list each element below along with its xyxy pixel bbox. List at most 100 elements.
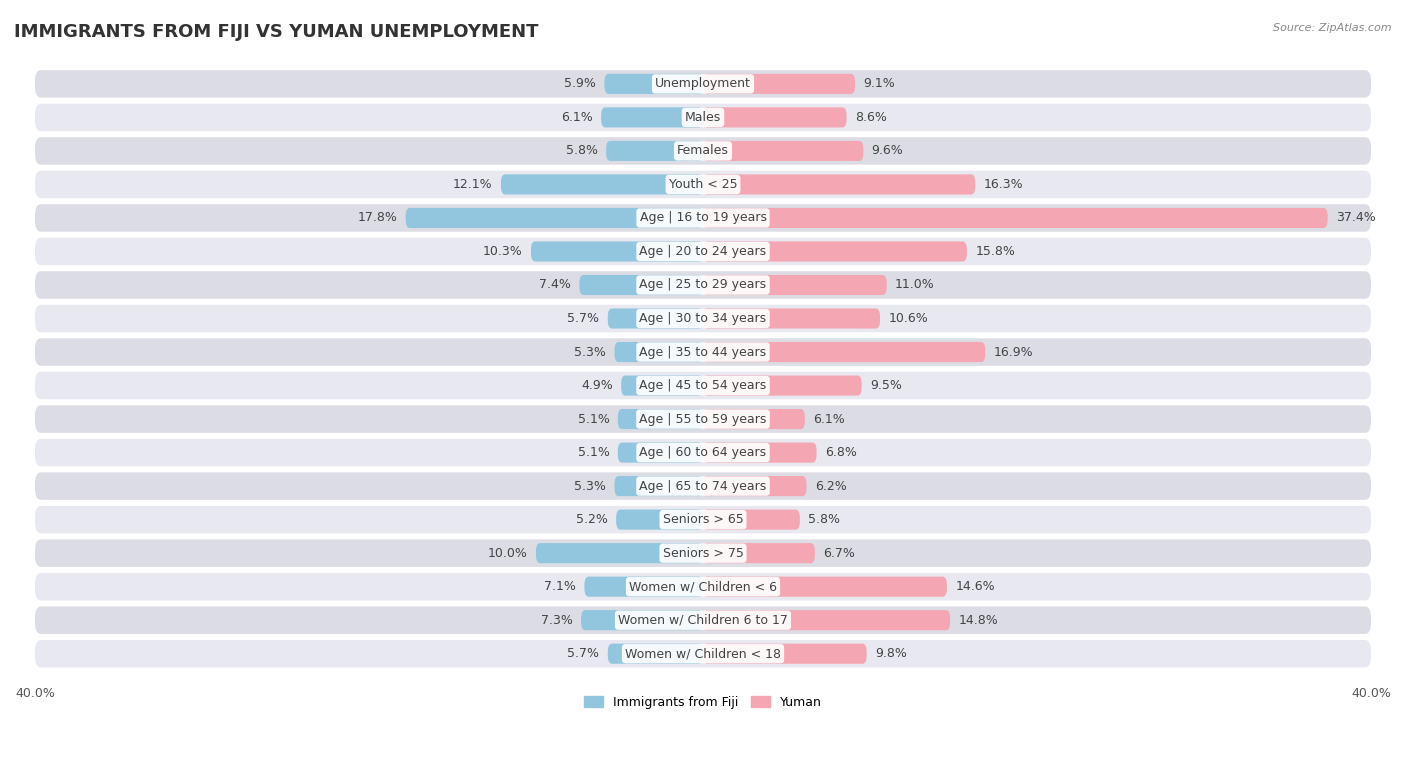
FancyBboxPatch shape <box>617 409 703 429</box>
Text: 5.7%: 5.7% <box>568 312 599 325</box>
Legend: Immigrants from Fiji, Yuman: Immigrants from Fiji, Yuman <box>579 691 827 714</box>
Text: 12.1%: 12.1% <box>453 178 492 191</box>
FancyBboxPatch shape <box>602 107 703 127</box>
Text: Seniors > 75: Seniors > 75 <box>662 547 744 559</box>
FancyBboxPatch shape <box>703 610 950 631</box>
Text: 5.8%: 5.8% <box>565 145 598 157</box>
FancyBboxPatch shape <box>703 107 846 127</box>
FancyBboxPatch shape <box>35 573 1371 600</box>
FancyBboxPatch shape <box>579 275 703 295</box>
FancyBboxPatch shape <box>35 540 1371 567</box>
FancyBboxPatch shape <box>35 305 1371 332</box>
Text: 6.1%: 6.1% <box>561 111 593 124</box>
Text: 5.3%: 5.3% <box>574 345 606 359</box>
FancyBboxPatch shape <box>703 509 800 530</box>
FancyBboxPatch shape <box>585 577 703 597</box>
FancyBboxPatch shape <box>35 104 1371 131</box>
FancyBboxPatch shape <box>703 443 817 463</box>
FancyBboxPatch shape <box>35 170 1371 198</box>
Text: 9.6%: 9.6% <box>872 145 904 157</box>
Text: Age | 25 to 29 years: Age | 25 to 29 years <box>640 279 766 291</box>
Text: Age | 30 to 34 years: Age | 30 to 34 years <box>640 312 766 325</box>
FancyBboxPatch shape <box>35 204 1371 232</box>
FancyBboxPatch shape <box>703 74 855 94</box>
FancyBboxPatch shape <box>703 375 862 396</box>
FancyBboxPatch shape <box>35 372 1371 399</box>
Text: 5.9%: 5.9% <box>564 77 596 90</box>
FancyBboxPatch shape <box>703 208 1327 228</box>
FancyBboxPatch shape <box>35 439 1371 466</box>
Text: Seniors > 65: Seniors > 65 <box>662 513 744 526</box>
FancyBboxPatch shape <box>614 342 703 362</box>
Text: Age | 55 to 59 years: Age | 55 to 59 years <box>640 413 766 425</box>
Text: 10.6%: 10.6% <box>889 312 928 325</box>
FancyBboxPatch shape <box>35 238 1371 265</box>
FancyBboxPatch shape <box>703 275 887 295</box>
Text: 7.4%: 7.4% <box>538 279 571 291</box>
FancyBboxPatch shape <box>501 174 703 195</box>
FancyBboxPatch shape <box>605 74 703 94</box>
FancyBboxPatch shape <box>617 443 703 463</box>
Text: 5.2%: 5.2% <box>576 513 607 526</box>
Text: 17.8%: 17.8% <box>357 211 398 225</box>
Text: Males: Males <box>685 111 721 124</box>
FancyBboxPatch shape <box>607 643 703 664</box>
Text: 14.6%: 14.6% <box>955 580 995 593</box>
FancyBboxPatch shape <box>35 472 1371 500</box>
FancyBboxPatch shape <box>621 375 703 396</box>
Text: Women w/ Children 6 to 17: Women w/ Children 6 to 17 <box>619 614 787 627</box>
Text: 37.4%: 37.4% <box>1336 211 1375 225</box>
FancyBboxPatch shape <box>35 137 1371 165</box>
Text: Youth < 25: Youth < 25 <box>669 178 737 191</box>
FancyBboxPatch shape <box>581 610 703 631</box>
Text: 5.7%: 5.7% <box>568 647 599 660</box>
FancyBboxPatch shape <box>406 208 703 228</box>
Text: 10.3%: 10.3% <box>482 245 523 258</box>
Text: 10.0%: 10.0% <box>488 547 527 559</box>
Text: 5.3%: 5.3% <box>574 480 606 493</box>
Text: Age | 60 to 64 years: Age | 60 to 64 years <box>640 446 766 459</box>
Text: 7.3%: 7.3% <box>541 614 572 627</box>
Text: Unemployment: Unemployment <box>655 77 751 90</box>
Text: IMMIGRANTS FROM FIJI VS YUMAN UNEMPLOYMENT: IMMIGRANTS FROM FIJI VS YUMAN UNEMPLOYME… <box>14 23 538 41</box>
Text: 7.1%: 7.1% <box>544 580 576 593</box>
FancyBboxPatch shape <box>703 342 986 362</box>
Text: 8.6%: 8.6% <box>855 111 887 124</box>
Text: 6.1%: 6.1% <box>813 413 845 425</box>
Text: 9.1%: 9.1% <box>863 77 896 90</box>
FancyBboxPatch shape <box>703 643 866 664</box>
FancyBboxPatch shape <box>531 241 703 261</box>
FancyBboxPatch shape <box>536 543 703 563</box>
Text: 9.8%: 9.8% <box>875 647 907 660</box>
Text: Age | 65 to 74 years: Age | 65 to 74 years <box>640 480 766 493</box>
Text: 16.3%: 16.3% <box>984 178 1024 191</box>
Text: 16.9%: 16.9% <box>994 345 1033 359</box>
Text: 5.1%: 5.1% <box>578 446 609 459</box>
FancyBboxPatch shape <box>703 543 815 563</box>
Text: 6.2%: 6.2% <box>815 480 846 493</box>
Text: 4.9%: 4.9% <box>581 379 613 392</box>
Text: Women w/ Children < 6: Women w/ Children < 6 <box>628 580 778 593</box>
FancyBboxPatch shape <box>703 409 804 429</box>
Text: 5.1%: 5.1% <box>578 413 609 425</box>
Text: Age | 20 to 24 years: Age | 20 to 24 years <box>640 245 766 258</box>
FancyBboxPatch shape <box>703 174 976 195</box>
Text: Females: Females <box>678 145 728 157</box>
FancyBboxPatch shape <box>703 476 807 496</box>
FancyBboxPatch shape <box>35 506 1371 534</box>
Text: 6.7%: 6.7% <box>824 547 855 559</box>
FancyBboxPatch shape <box>35 640 1371 668</box>
Text: 9.5%: 9.5% <box>870 379 901 392</box>
FancyBboxPatch shape <box>703 241 967 261</box>
FancyBboxPatch shape <box>703 577 946 597</box>
FancyBboxPatch shape <box>614 476 703 496</box>
FancyBboxPatch shape <box>35 405 1371 433</box>
FancyBboxPatch shape <box>35 271 1371 299</box>
FancyBboxPatch shape <box>35 70 1371 98</box>
Text: Women w/ Children < 18: Women w/ Children < 18 <box>626 647 780 660</box>
Text: Source: ZipAtlas.com: Source: ZipAtlas.com <box>1274 23 1392 33</box>
Text: 6.8%: 6.8% <box>825 446 856 459</box>
FancyBboxPatch shape <box>616 509 703 530</box>
FancyBboxPatch shape <box>35 338 1371 366</box>
Text: 15.8%: 15.8% <box>976 245 1015 258</box>
